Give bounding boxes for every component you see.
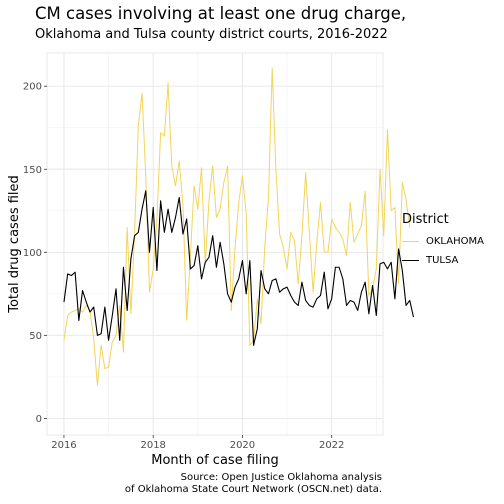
legend-key-oklahoma — [402, 240, 419, 242]
x-tick-label: 2020 — [230, 440, 255, 451]
major-gridlines — [47, 53, 383, 435]
y-tick-label: 50 — [29, 331, 42, 342]
y-axis-ticks: 0 50 100 150 200 — [23, 82, 47, 425]
series-line-tulsa — [63, 190, 415, 346]
x-tick-label: 2018 — [140, 440, 165, 451]
legend-item-tulsa: TULSA — [402, 255, 458, 266]
caption-line-2: of Oklahoma State Court Network (OSCN.ne… — [124, 484, 382, 495]
legend-title: District — [402, 212, 449, 227]
plot-panel-border — [46, 52, 384, 436]
legend-item-oklahoma: OKLAHOMA — [402, 236, 484, 247]
series-line-oklahoma — [63, 67, 411, 386]
caption-line-1: Source: Open Justice Oklahoma analysis — [180, 472, 382, 483]
source-caption: Source: Open Justice Oklahoma analysis o… — [125, 472, 382, 496]
series-layer — [63, 67, 415, 386]
minor-gridlines — [47, 53, 383, 435]
x-tick-label: 2016 — [51, 440, 76, 451]
y-tick-label: 0 — [36, 414, 42, 425]
x-axis-ticks: 2016 2018 2020 2022 — [51, 435, 344, 451]
x-tick-label: 2022 — [319, 440, 344, 451]
y-axis-label: Total drug cases filed — [7, 175, 22, 314]
y-tick-label: 100 — [23, 248, 42, 259]
chart-subtitle: Oklahoma and Tulsa county district court… — [35, 27, 388, 42]
legend-label-oklahoma: OKLAHOMA — [426, 236, 484, 247]
x-axis-label: Month of case filing — [151, 453, 278, 468]
chart-title: CM cases involving at least one drug cha… — [35, 4, 407, 23]
legend-key-tulsa — [402, 259, 419, 261]
y-tick-label: 200 — [23, 82, 42, 93]
y-tick-label: 150 — [23, 165, 42, 176]
legend-label-tulsa: TULSA — [426, 255, 459, 266]
